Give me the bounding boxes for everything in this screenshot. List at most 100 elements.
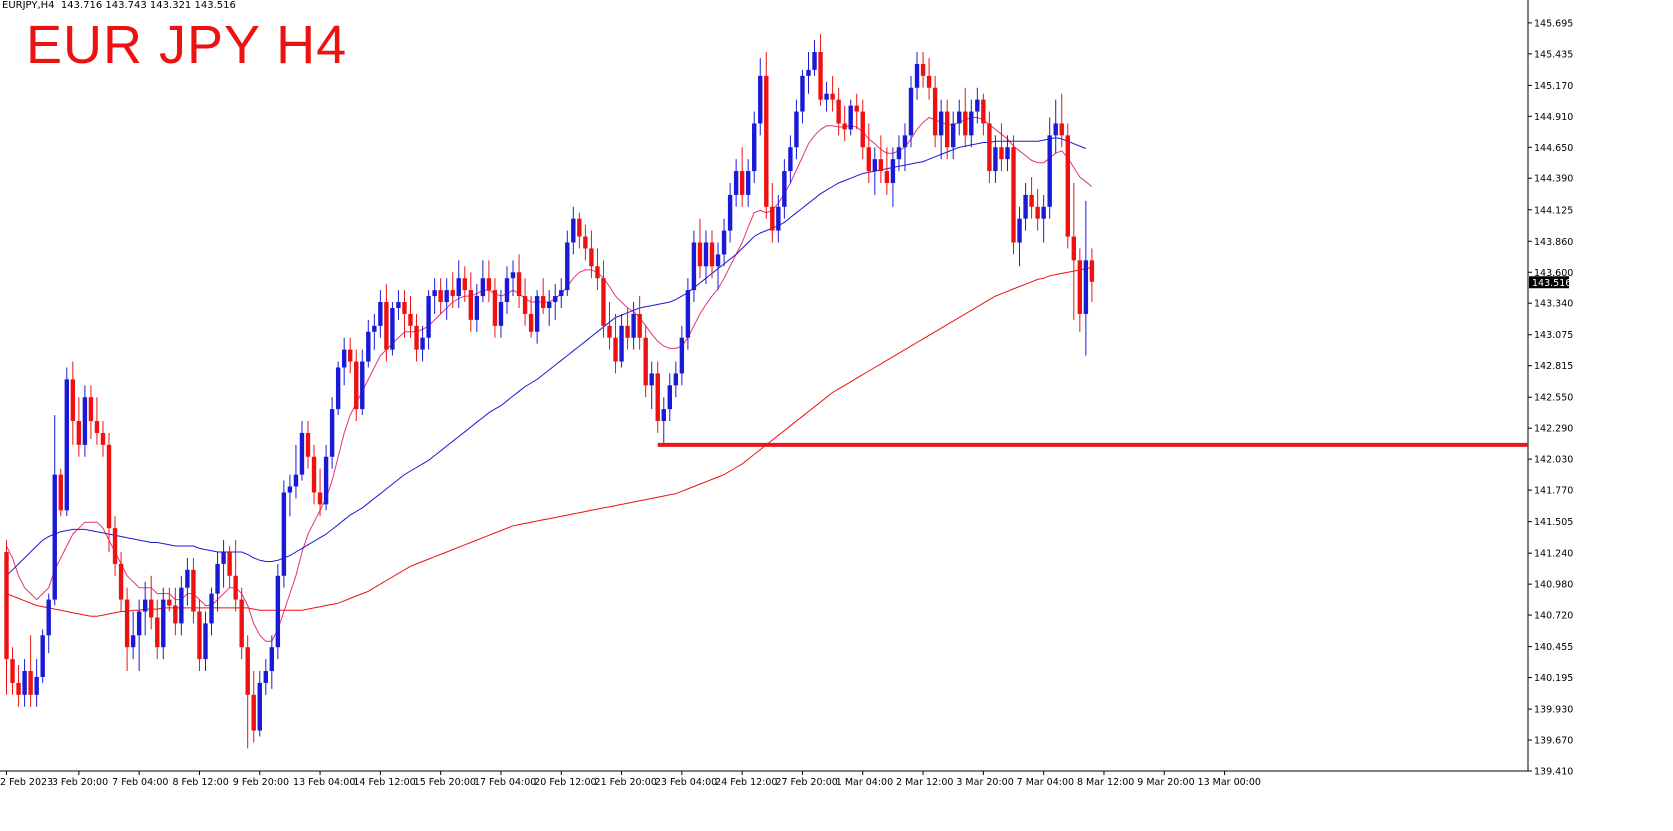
time-tick-label: 15 Feb 20:00 [414, 777, 476, 788]
candle [76, 397, 82, 457]
candle [112, 516, 118, 576]
candle-body [1041, 206, 1046, 219]
candle-body [745, 171, 751, 195]
candle [703, 230, 709, 285]
time-tick-label: 17 Feb 04:00 [474, 777, 536, 788]
candle [281, 480, 287, 588]
candle [926, 57, 932, 100]
candle [263, 659, 268, 695]
current-price-label: 143.516 [1532, 278, 1571, 289]
candle [595, 248, 600, 291]
candle [384, 284, 389, 362]
time-tick-label: 23 Feb 04:00 [655, 777, 717, 788]
candle [510, 260, 516, 297]
candle [577, 212, 582, 249]
candle-body [830, 93, 835, 100]
candle-body [963, 111, 968, 136]
candle-body [215, 563, 220, 594]
candle [993, 135, 998, 183]
candle [311, 444, 317, 505]
candle [818, 34, 823, 106]
candle-body [179, 587, 184, 624]
candle-body [360, 361, 365, 410]
candle [329, 397, 335, 469]
candle [348, 337, 353, 374]
candle-body [607, 325, 612, 338]
candle-body [112, 528, 118, 564]
candle [908, 75, 914, 148]
candle [354, 349, 359, 422]
candle [287, 474, 293, 517]
candle [46, 593, 51, 654]
time-tick-label: 7 Feb 04:00 [112, 777, 168, 788]
candle [619, 313, 624, 368]
candle [402, 290, 407, 338]
candle [179, 575, 184, 636]
candle-body [149, 599, 154, 618]
candle [251, 671, 256, 743]
candle [34, 659, 39, 707]
candle-body [776, 206, 781, 231]
candle [420, 325, 425, 362]
time-tick-label: 1 Mar 04:00 [836, 777, 893, 788]
candle [1035, 188, 1040, 231]
price-axis[interactable]: 145.695 145.435 145.170 144.910 144.650 144.3… [1528, 18, 1573, 778]
candle-body [257, 682, 262, 731]
candle-body [161, 599, 166, 648]
candle [221, 540, 226, 588]
candle-body [559, 290, 564, 297]
price-tick-label: 140.980 [1534, 580, 1573, 591]
candle-body [1029, 194, 1034, 207]
candle-body [275, 575, 281, 648]
candle [142, 581, 148, 636]
candlesticks [4, 34, 1095, 749]
candle-body [697, 242, 703, 267]
candle-body [396, 302, 401, 308]
candle-body [860, 111, 865, 148]
candle [878, 135, 884, 183]
candle [752, 111, 757, 183]
moving-averages [6, 116, 1093, 642]
candle-body [317, 492, 323, 505]
candle-body [4, 551, 9, 660]
candle-body [1083, 260, 1089, 314]
candle-body [703, 242, 709, 267]
candle [1023, 182, 1028, 231]
candle-body [752, 123, 757, 172]
candle-body [902, 135, 908, 148]
candle-body [335, 367, 341, 410]
candle [4, 540, 9, 695]
candle-body [10, 659, 15, 683]
candle [480, 260, 486, 303]
candle-body [450, 290, 455, 297]
candle [1005, 135, 1010, 172]
candle [239, 587, 244, 660]
candle-body [251, 694, 256, 731]
candle [854, 93, 859, 130]
candle [764, 52, 769, 219]
price-tick-label: 143.860 [1534, 237, 1573, 248]
candle-body [426, 296, 431, 338]
candle-body [34, 676, 39, 695]
candle [1011, 135, 1016, 255]
candle [10, 647, 15, 695]
candle-body [444, 290, 449, 303]
candle [167, 587, 172, 612]
candle [136, 599, 142, 672]
candle-body [951, 123, 956, 148]
candle [547, 290, 552, 326]
candle [601, 260, 606, 338]
candle-body [969, 111, 974, 136]
candle-body [384, 302, 389, 350]
candle-body [474, 296, 480, 320]
candle-body [311, 456, 317, 493]
candle-body [378, 302, 383, 326]
candle [812, 40, 817, 76]
candle [824, 81, 829, 112]
candle [341, 337, 347, 386]
candle [758, 57, 763, 136]
candle [1041, 194, 1046, 243]
candle [981, 93, 986, 136]
